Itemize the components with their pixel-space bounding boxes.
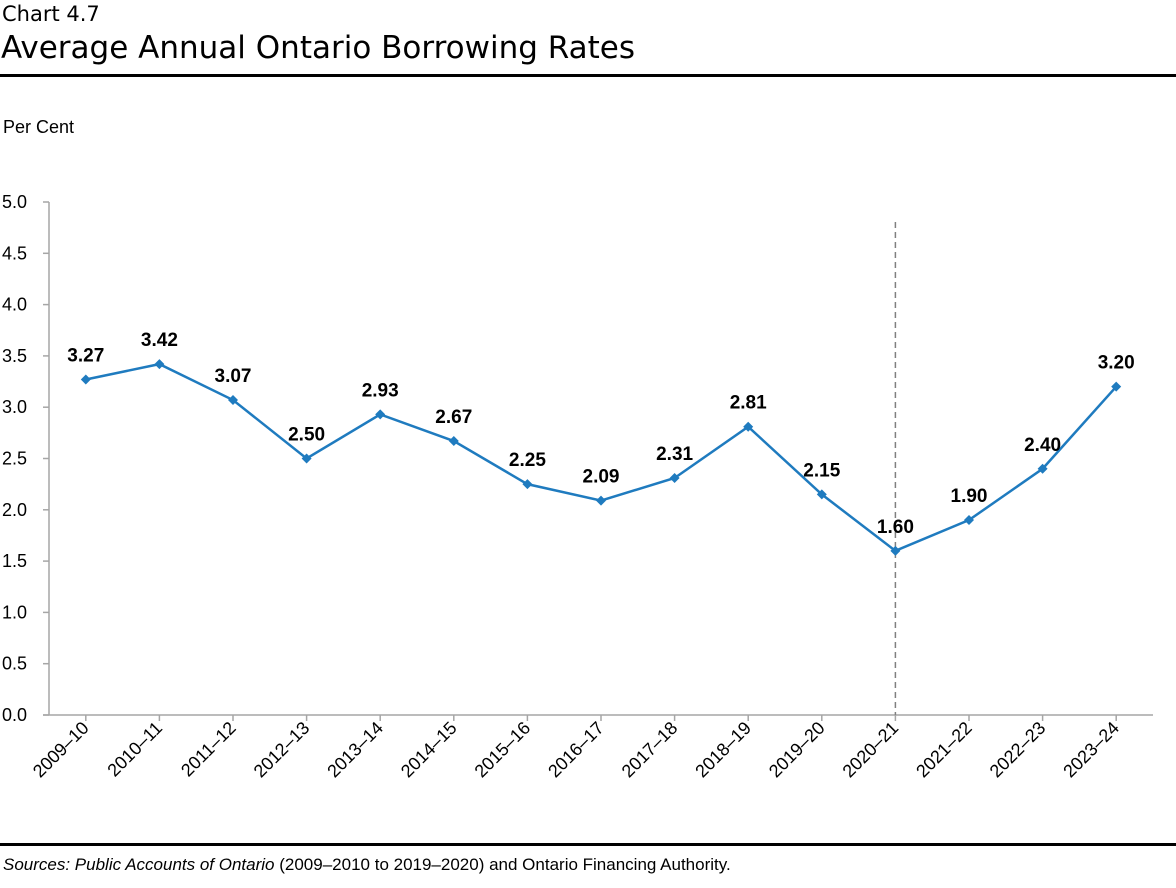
x-tick-label: 2020–21	[839, 718, 903, 782]
data-label: 2.81	[730, 393, 767, 414]
data-point	[448, 436, 459, 447]
data-label: 2.93	[362, 380, 399, 401]
data-label: 3.07	[215, 366, 252, 387]
data-point	[522, 479, 533, 490]
data-point	[964, 515, 974, 526]
data-label: 1.60	[877, 517, 914, 538]
x-tick-label: 2017–18	[618, 718, 682, 782]
y-tick-label: 2.0	[2, 500, 27, 520]
y-tick-label: 1.5	[2, 551, 27, 571]
source-prefix: Sources: Public Accounts of Ontario	[3, 855, 275, 874]
x-tick-label: 2023–24	[1059, 718, 1123, 782]
x-tick-label: 2018–19	[691, 718, 755, 782]
title-divider	[0, 74, 1176, 77]
source-note: Sources: Public Accounts of Ontario (200…	[3, 855, 731, 875]
series-line	[85, 362, 1118, 553]
y-tick-label: 4.5	[2, 243, 27, 263]
x-tick-label: 2019–20	[765, 718, 829, 782]
data-point	[596, 495, 606, 506]
data-label: 2.15	[803, 460, 840, 481]
data-point	[1111, 381, 1122, 392]
data-point	[890, 545, 901, 556]
data-point	[154, 359, 165, 370]
data-label: 3.20	[1098, 353, 1135, 374]
x-tick-label: 2010–11	[103, 718, 166, 781]
y-tick-label: 4.0	[2, 295, 27, 315]
data-point	[80, 374, 91, 385]
data-point	[375, 409, 386, 420]
y-tick-label: 1.0	[2, 602, 27, 622]
x-tick-label: 2011–12	[177, 718, 240, 781]
data-point	[301, 453, 312, 464]
x-tick-label: 2015–16	[471, 718, 535, 782]
chart-number: Chart 4.7	[2, 2, 100, 26]
x-tick-label: 2013–14	[323, 718, 387, 782]
data-point	[669, 472, 680, 483]
y-axis-label: Per Cent	[3, 117, 75, 137]
source-rest: (2009–2010 to 2019–2020) and Ontario Fin…	[274, 855, 731, 874]
y-tick-label: 5.0	[2, 192, 27, 212]
data-label: 2.25	[509, 450, 546, 471]
data-point	[743, 421, 754, 432]
x-tick-label: 2021–22	[912, 718, 976, 782]
chart-title: Average Annual Ontario Borrowing Rates	[1, 30, 635, 66]
y-tick-label: 0.5	[2, 654, 27, 674]
data-label: 2.50	[288, 425, 325, 446]
data-label: 3.27	[67, 345, 104, 366]
data-label: 3.42	[141, 330, 178, 351]
data-label: 2.09	[583, 467, 620, 488]
x-tick-label: 2012–13	[250, 718, 314, 782]
data-point	[816, 489, 827, 500]
data-label: 1.90	[951, 486, 988, 507]
data-label: 2.67	[435, 407, 472, 428]
x-tick-label: 2014–15	[397, 718, 461, 782]
data-label: 2.31	[656, 444, 693, 465]
data-point	[1037, 463, 1048, 474]
x-tick-label: 2016–17	[544, 718, 608, 782]
x-tick-label: 2022–23	[986, 718, 1050, 782]
y-tick-label: 3.5	[2, 346, 27, 366]
footer-divider	[0, 843, 1176, 846]
y-tick-label: 3.0	[2, 397, 27, 417]
data-point	[228, 395, 238, 406]
y-tick-label: 0.0	[2, 705, 27, 725]
x-tick-label: 2009–10	[29, 718, 93, 782]
y-tick-label: 2.5	[2, 449, 27, 469]
data-label: 2.40	[1024, 435, 1061, 456]
